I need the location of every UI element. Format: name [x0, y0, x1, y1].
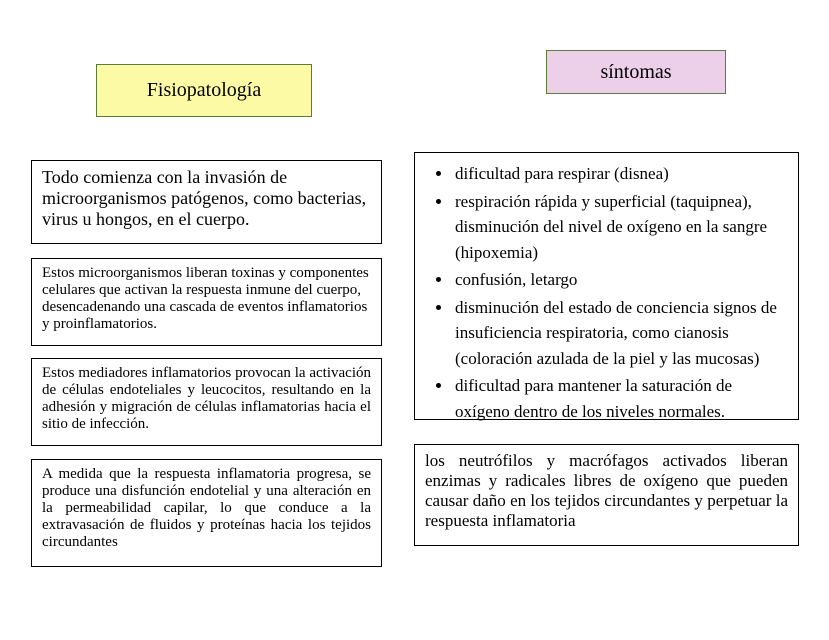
header-fisiopatologia-label: Fisiopatología — [147, 79, 261, 102]
symptom-item: respiración rápida y superficial (taquip… — [453, 189, 788, 266]
header-fisiopatologia: Fisiopatología — [96, 64, 312, 117]
left-box-0-text: Todo comienza con la invasión de microor… — [42, 167, 366, 229]
left-box-1-text: Estos microorganismos liberan toxinas y … — [42, 265, 369, 332]
symptom-list: dificultad para respirar (disnea) respir… — [425, 161, 788, 424]
left-box-2: Estos mediadores inflamatorios provocan … — [31, 358, 382, 446]
right-bottom-box-text: los neutrófilos y macrófagos activados l… — [425, 451, 788, 530]
left-box-0: Todo comienza con la invasión de microor… — [31, 160, 382, 244]
header-sintomas: síntomas — [546, 50, 726, 94]
symptom-item: dificultad para respirar (disnea) — [453, 161, 788, 187]
left-box-3-text: A medida que la respuesta inflamatoria p… — [42, 466, 371, 550]
right-bottom-box: los neutrófilos y macrófagos activados l… — [414, 444, 799, 546]
header-sintomas-label: síntomas — [600, 61, 671, 84]
symptom-box: dificultad para respirar (disnea) respir… — [414, 152, 799, 420]
symptom-item: disminución del estado de conciencia sig… — [453, 295, 788, 372]
symptom-item: confusión, letargo — [453, 267, 788, 293]
left-box-2-text: Estos mediadores inflamatorios provocan … — [42, 365, 371, 432]
left-box-1: Estos microorganismos liberan toxinas y … — [31, 258, 382, 346]
left-box-3: A medida que la respuesta inflamatoria p… — [31, 459, 382, 567]
symptom-item: dificultad para mantener la saturación d… — [453, 373, 788, 424]
